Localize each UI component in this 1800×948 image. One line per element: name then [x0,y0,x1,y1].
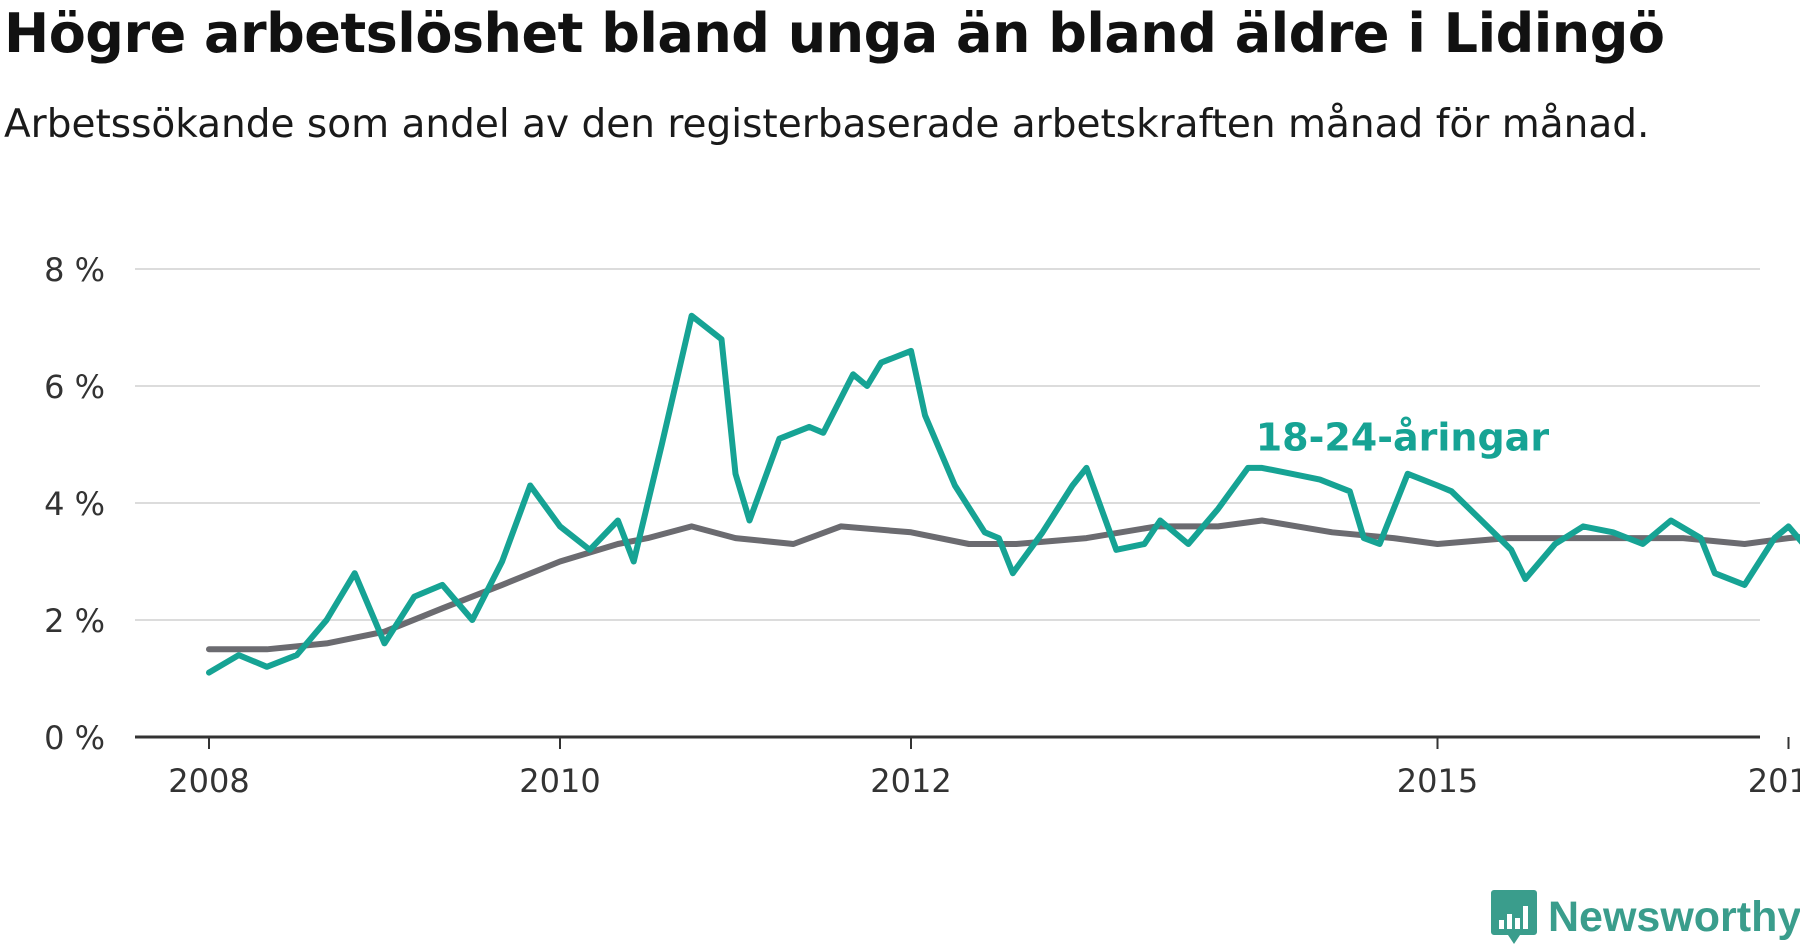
y-tick-label: 8 % [44,251,105,289]
x-tick-label: 2008 [168,762,249,800]
brand-name: Newsworthy [1548,892,1800,941]
series-line-youth [206,312,1800,676]
y-tick-label: 4 % [44,485,105,523]
series-annotation: 18-24-åringar [1256,415,1550,459]
series-lines [206,312,1800,676]
series-line-total [206,517,1800,653]
chart-title: Högre arbetslöshet bland unga än bland ä… [4,2,1665,65]
y-tick-label: 0 % [44,719,105,757]
x-tick-label: 2015 [1397,762,1478,800]
x-axis: 20082010201220152017202020222024 [168,737,1800,800]
chart-subtitle: Arbetssökande som andel av den registerb… [4,102,1650,147]
x-tick-label: 2012 [870,762,951,800]
annotations: 4,8 %4,4 %18-24-åringarTotal arbetslöshe… [1251,411,1554,464]
x-tick-label: 2017 [1748,762,1800,800]
y-tick-label: 2 % [44,602,105,640]
y-tick-label: 6 % [44,368,105,406]
x-tick-label: 2010 [519,762,600,800]
newsworthy-chart-bubble-icon [1491,890,1537,944]
newsworthy-logo: Newsworthy [1490,888,1800,946]
y-axis: 0 % 2 % 4 % 6 % 8 % [44,251,105,757]
